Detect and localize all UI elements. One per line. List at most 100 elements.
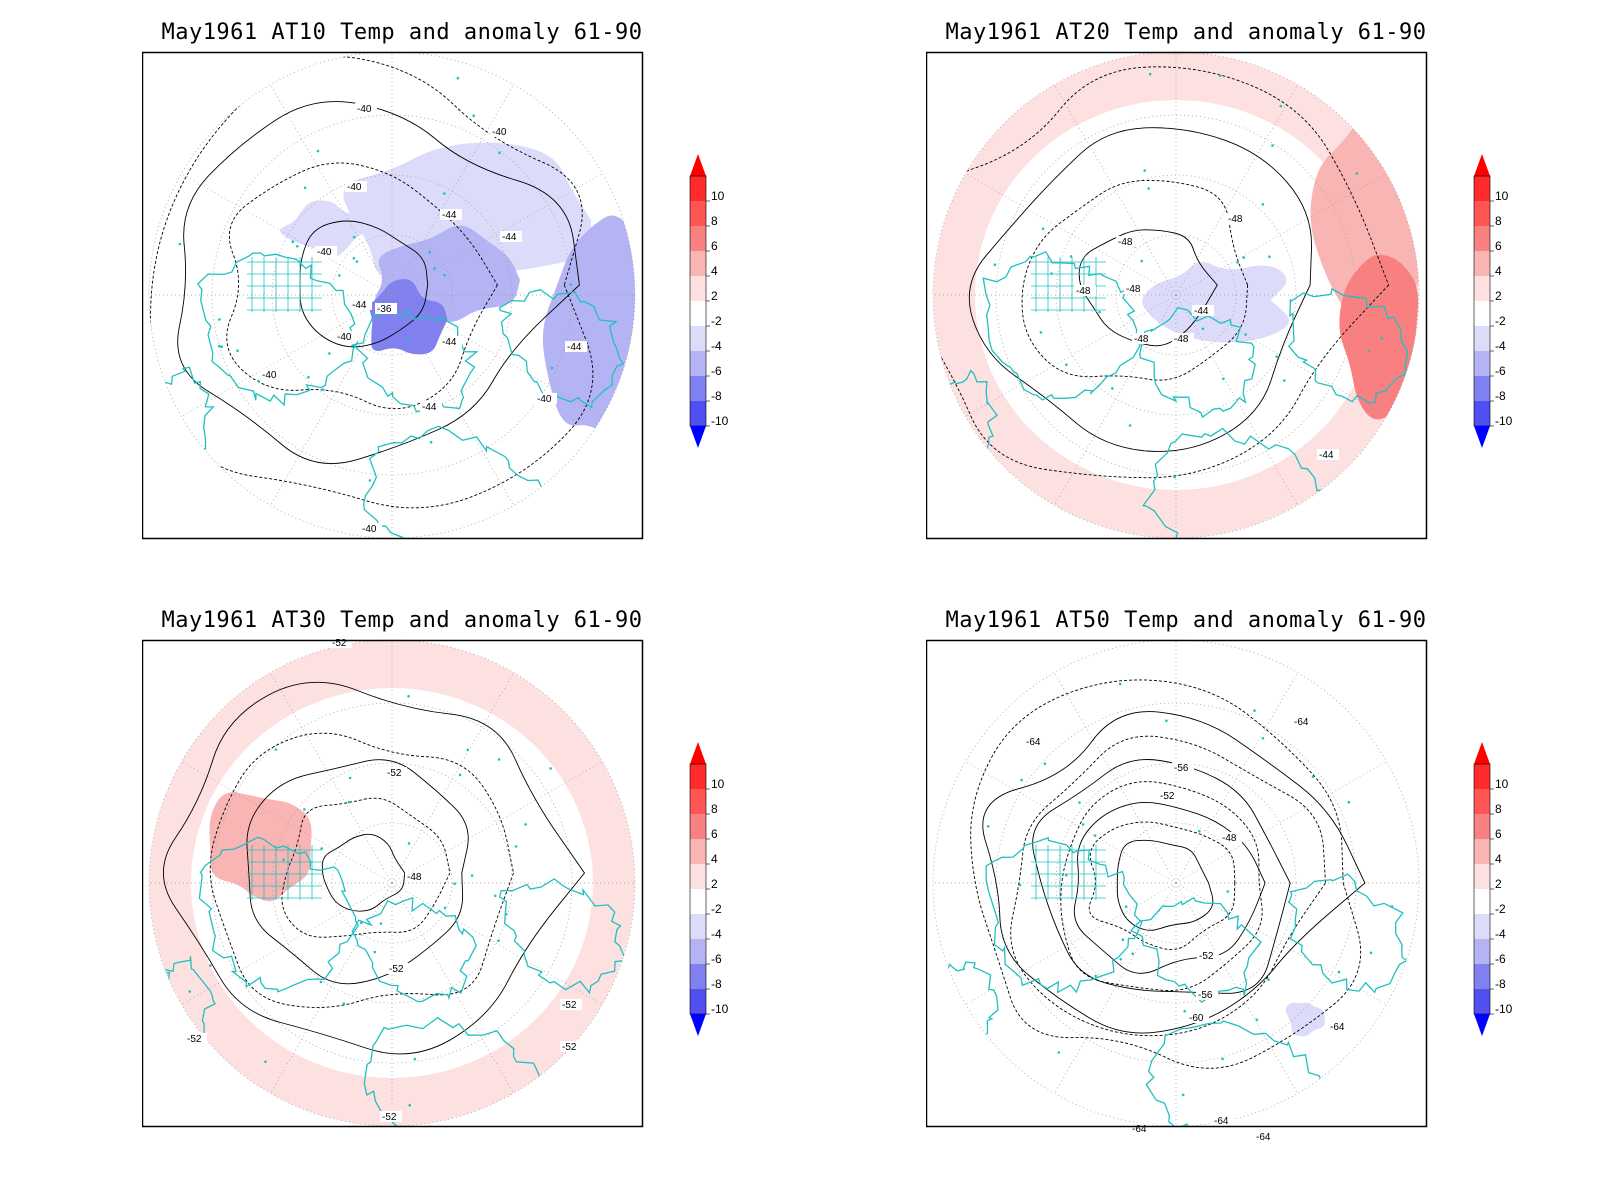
colorbar-label: -2 (711, 314, 722, 328)
colorbar-swatch (1474, 864, 1490, 889)
island (188, 990, 191, 993)
panel-at30: May1961 AT30 Temp and anomaly 61-90 -52-… (142, 588, 902, 1148)
panel-title: May1961 AT10 Temp and anomaly 61-90 (161, 20, 643, 45)
colorbar-swatch (1474, 914, 1490, 939)
colorbar-label: 2 (1495, 877, 1502, 891)
island (368, 479, 372, 482)
contour-label: -40 (492, 127, 507, 138)
contour-line (933, 66, 1390, 479)
island (355, 260, 359, 263)
island (1369, 951, 1373, 955)
coastline (982, 251, 1141, 401)
colorbar: 10 8 6 4 2 -2 -4 -6 -8 -10 (1473, 154, 1513, 448)
contour-line (1078, 229, 1218, 347)
map-disc (149, 52, 635, 538)
colorbar-swatch (690, 201, 706, 226)
island (264, 1060, 267, 1063)
coastline (351, 308, 479, 413)
colorbar-swatch (1474, 989, 1490, 1014)
colorbar-label: 6 (711, 827, 718, 841)
colorbar-label: -10 (1495, 414, 1513, 428)
colorbar-swatch (690, 401, 706, 426)
island (1390, 905, 1394, 908)
colorbar-swatch (1474, 251, 1490, 276)
colorbar-label: 4 (711, 264, 718, 278)
island (303, 186, 307, 190)
coastline (1138, 306, 1256, 419)
colorbar-swatch (1474, 176, 1490, 201)
colorbar-swatch (1474, 789, 1490, 814)
island (1147, 187, 1150, 190)
island (1140, 259, 1143, 263)
colorbar-label: 8 (1495, 214, 1502, 228)
colorbar-label: 8 (1495, 802, 1502, 816)
state-borders (1031, 845, 1106, 900)
contour-label: -48 (407, 872, 422, 883)
island (1367, 350, 1370, 353)
colorbar-swatch (690, 226, 706, 251)
plot-frame (926, 51, 1428, 540)
island (406, 335, 410, 338)
island (1226, 890, 1230, 893)
island (498, 151, 501, 155)
island (1201, 327, 1205, 331)
contour-line (1060, 781, 1263, 992)
island (178, 242, 182, 246)
coastline (1287, 873, 1409, 994)
colorbar-bottom-arrow (1474, 426, 1490, 448)
colorbar-label: 6 (711, 239, 718, 253)
island (348, 776, 352, 780)
colorbar: 10 8 6 4 2 -2 -4 -6 -8 -10 (1473, 742, 1513, 1036)
colorbar-label: 2 (711, 289, 718, 303)
colorbar: 10 8 6 4 2 -2 -4 -6 -8 -10 (689, 154, 729, 448)
colorbar-swatch (1474, 939, 1490, 964)
contour-line (1032, 759, 1291, 994)
island (307, 375, 310, 379)
contour-line (226, 162, 498, 410)
colorbar-swatch (690, 326, 706, 351)
contour-label: -48 (1076, 286, 1091, 297)
island (1218, 74, 1222, 77)
contour-label: -48 (1126, 284, 1141, 295)
contour-label: -36 (377, 304, 392, 315)
colorbar-top-arrow (690, 154, 706, 176)
colorbar-swatch (690, 351, 706, 376)
contour-labels: -64 -64 -56 -52 -48 -52 -56 -60 -64 -64 -64 -64 (1024, 716, 1350, 1143)
colorbar-swatch (1474, 351, 1490, 376)
island (1121, 938, 1125, 941)
island (514, 845, 518, 848)
island (466, 748, 470, 752)
colorbar-label: -2 (1495, 902, 1506, 916)
colorbar-swatch (690, 864, 706, 889)
island (1242, 256, 1246, 259)
colorbar-swatch (690, 789, 706, 814)
island (236, 349, 239, 353)
contour-label: -52 (1160, 791, 1175, 802)
colorbar-swatch (690, 176, 706, 201)
island (1261, 203, 1265, 206)
colorbar-swatch (690, 301, 706, 326)
contour-line (1073, 802, 1266, 974)
island (1221, 1057, 1224, 1061)
island (1268, 255, 1271, 258)
contour-label: -40 (357, 104, 372, 115)
graticule (933, 640, 1419, 1126)
island (493, 894, 497, 898)
panel-title: May1961 AT30 Temp and anomaly 61-90 (161, 608, 643, 633)
island (549, 767, 552, 770)
island (550, 366, 554, 370)
contour-label: -52 (1199, 951, 1214, 962)
island (1173, 475, 1176, 479)
colorbar-label: -8 (1495, 389, 1506, 403)
island (433, 267, 436, 270)
colorbar-label: 10 (711, 189, 725, 203)
coastline (1129, 896, 1262, 1004)
island (1124, 905, 1128, 908)
colorbar-label: 10 (1495, 777, 1509, 791)
anomaly-patch (1285, 1002, 1326, 1037)
contour-line (246, 759, 469, 985)
island (443, 192, 446, 195)
island (379, 922, 383, 925)
island (1253, 709, 1256, 712)
colorbar-swatch (1474, 276, 1490, 301)
